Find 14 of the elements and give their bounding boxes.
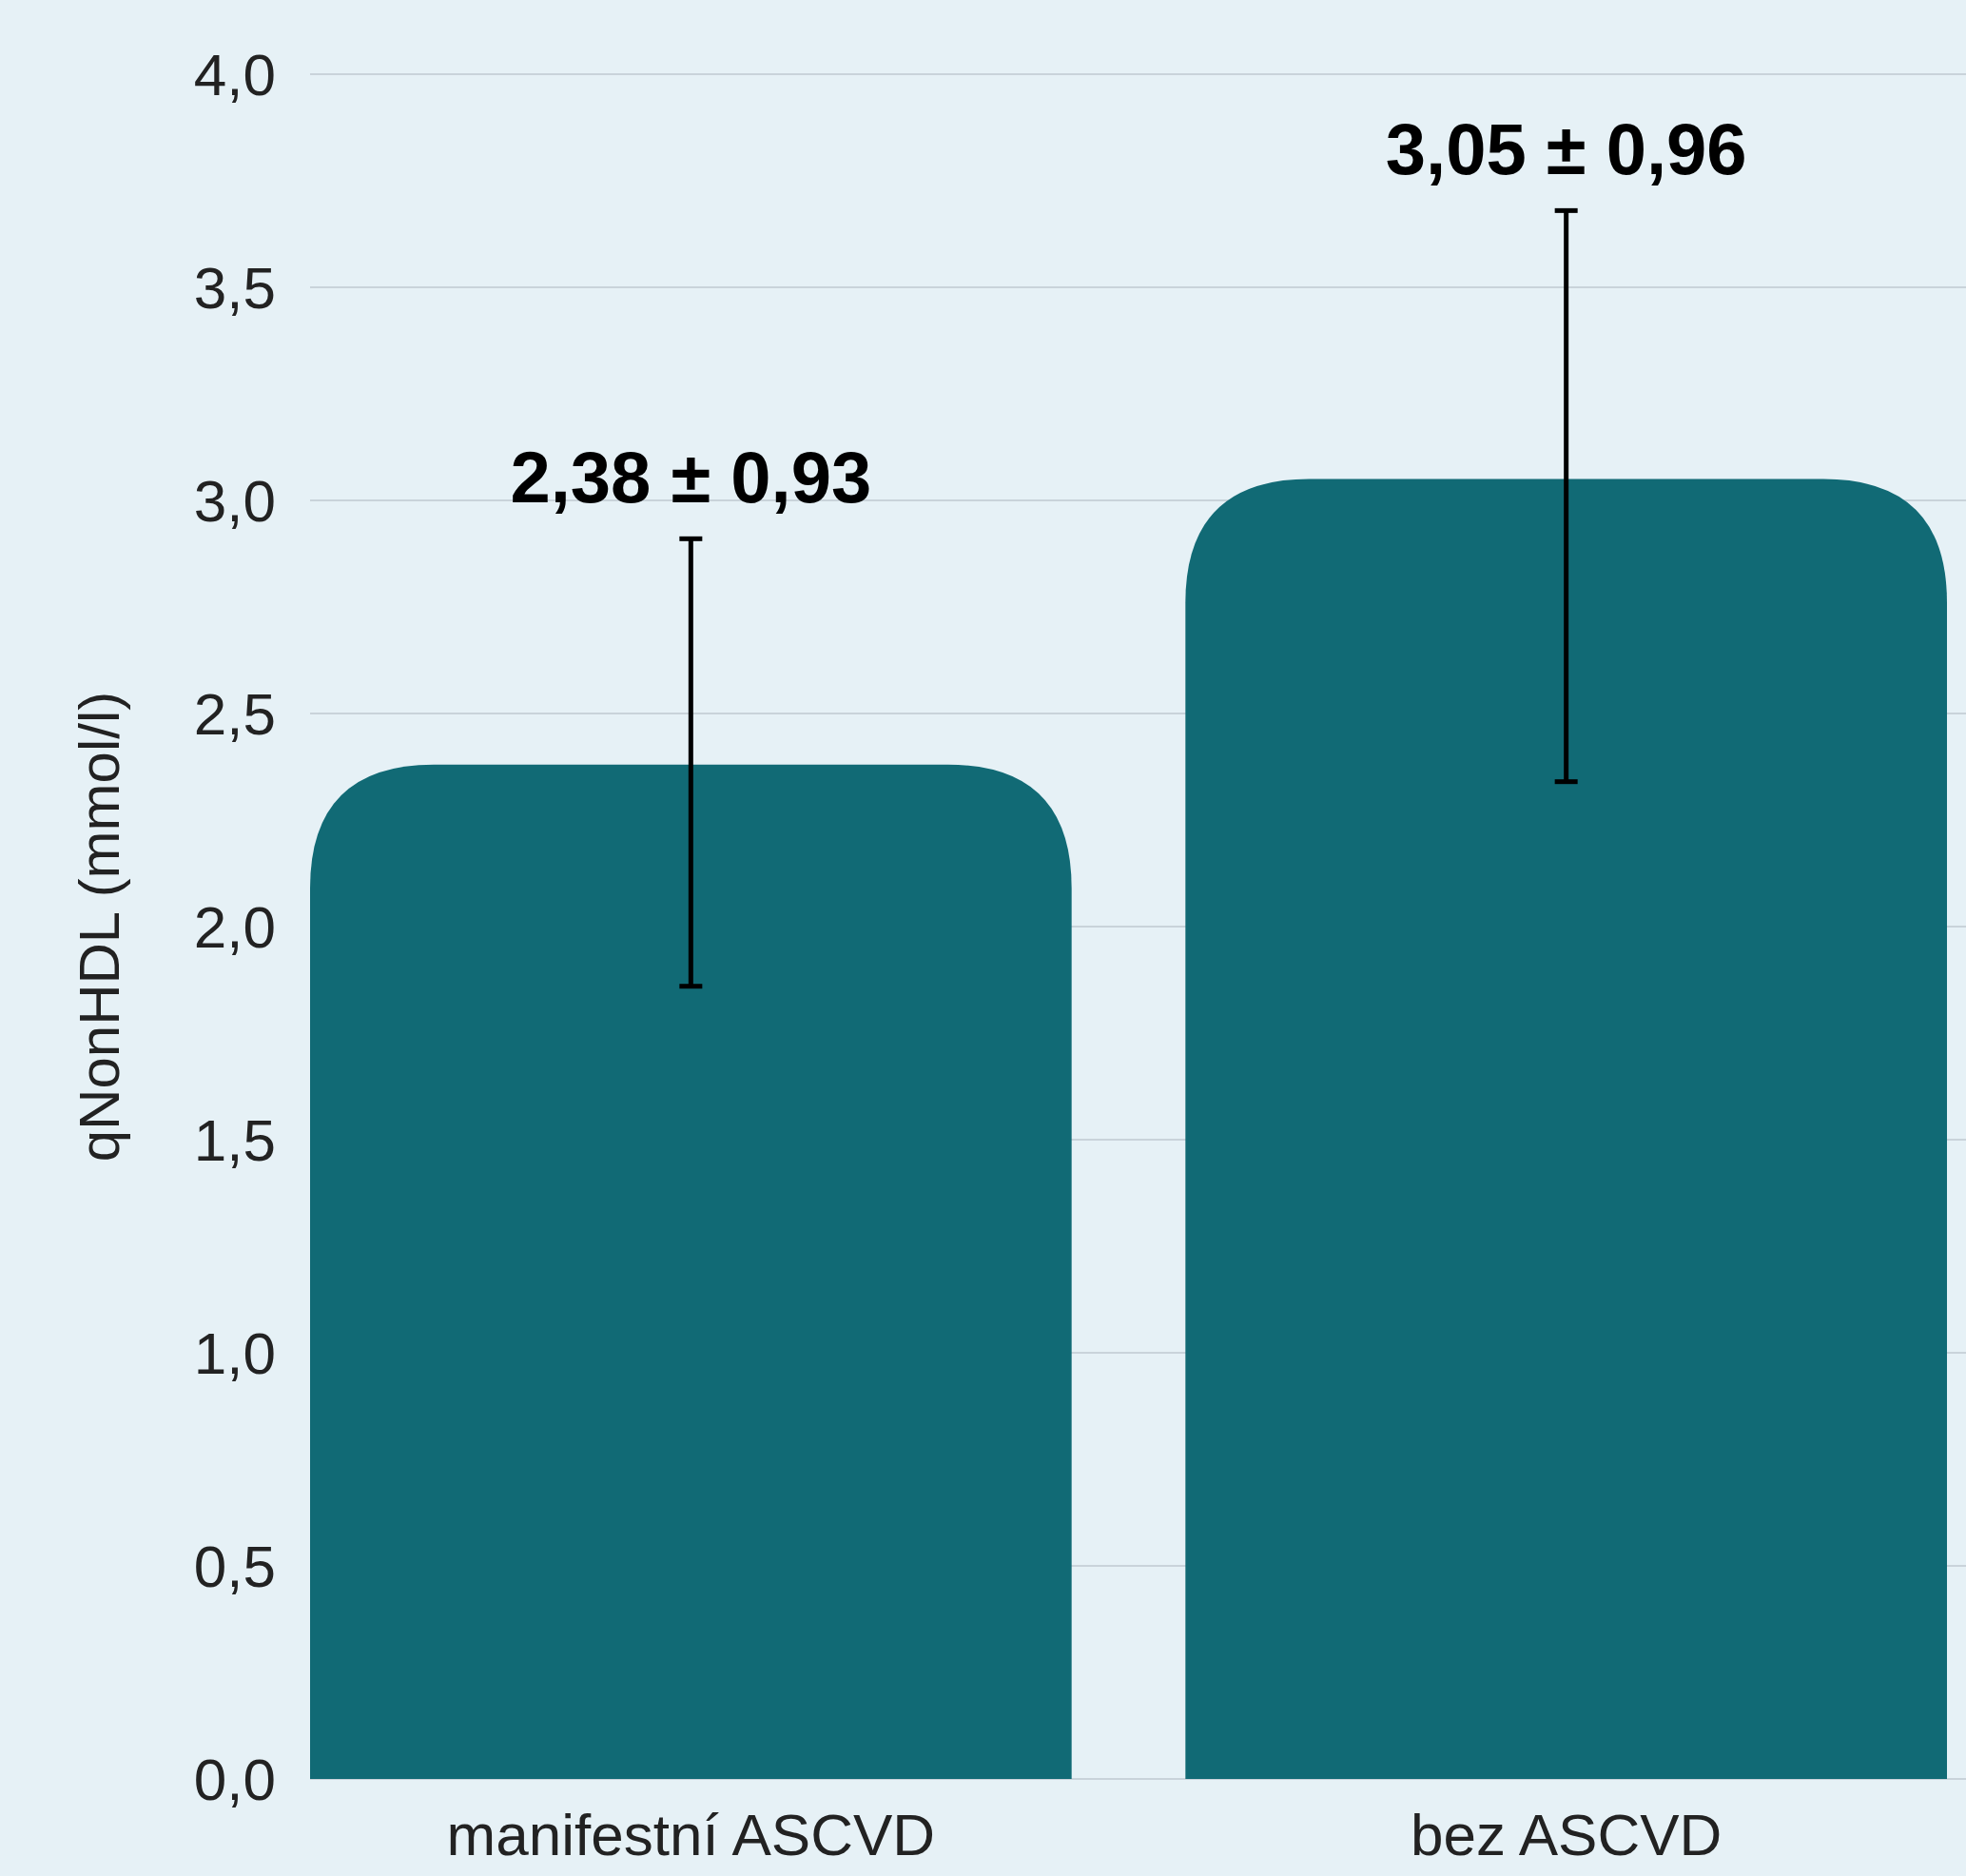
y-tick-label: 3,0 [193,467,276,534]
annotation: 2,38 ± 0,93 [510,437,872,518]
y-tick-label: 2,5 [193,680,276,747]
annotation: 3,05 ± 0,96 [1385,108,1747,190]
x-tick-label: manifestní ASCVD [446,1802,936,1867]
y-tick-label: 0,5 [193,1533,276,1599]
y-tick-label: 4,0 [193,41,276,107]
y-axis-title: qNonHDL (mmol/l) [68,691,131,1163]
y-tick-label: 1,0 [193,1319,276,1386]
y-tick-label: 1,5 [193,1106,276,1173]
y-tick-label: 2,0 [193,893,276,960]
y-tick-label: 0,0 [193,1746,276,1812]
x-tick-label: bez ASCVD [1410,1802,1723,1867]
y-tick-label: 3,5 [193,254,276,321]
